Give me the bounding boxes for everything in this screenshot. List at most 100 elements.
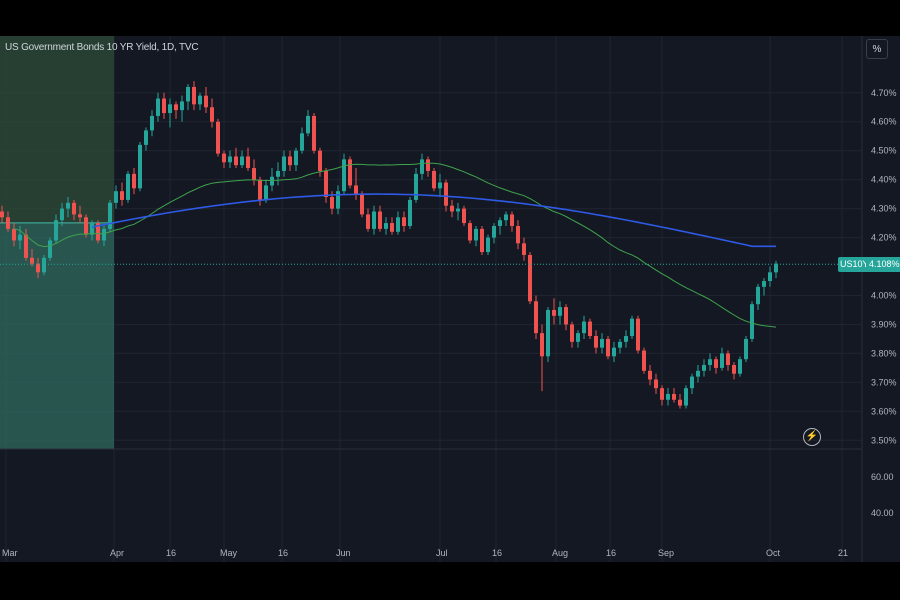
- candle-body: [390, 223, 394, 232]
- candle-body: [498, 220, 502, 226]
- candle-body: [546, 309, 550, 357]
- candle-body: [120, 191, 124, 200]
- candle-body: [438, 182, 442, 189]
- candle-body: [504, 214, 508, 221]
- candle-body: [156, 98, 160, 116]
- candle-body: [252, 168, 256, 180]
- candle-body: [36, 263, 40, 273]
- candle-body: [228, 156, 232, 163]
- x-tick-label: 16: [166, 548, 176, 558]
- candle-body: [366, 214, 370, 229]
- candle-body: [264, 185, 268, 200]
- candle-body: [654, 379, 658, 389]
- candle-body: [270, 176, 274, 186]
- candle-body: [162, 98, 166, 114]
- candle-body: [666, 393, 670, 400]
- candle-body: [384, 223, 388, 229]
- candle-body: [30, 257, 34, 264]
- candle-body: [282, 156, 286, 171]
- candle-body: [588, 321, 592, 337]
- candle-body: [708, 359, 712, 366]
- x-tick-label: 16: [278, 548, 288, 558]
- candle-body: [204, 95, 208, 108]
- candle-body: [336, 191, 340, 209]
- x-tick-label: 16: [606, 548, 616, 558]
- y-tick-label: 3.80%: [871, 348, 897, 358]
- candle-body: [756, 286, 760, 305]
- percent-scale-button[interactable]: %: [866, 39, 888, 59]
- candle-body: [210, 107, 214, 122]
- candle-body: [396, 217, 400, 232]
- candle-body: [24, 234, 28, 258]
- candle-body: [378, 211, 382, 229]
- candle-body: [198, 95, 202, 105]
- candle-body: [348, 159, 352, 186]
- candle-body: [288, 156, 292, 166]
- candle-body: [6, 217, 10, 229]
- x-tick-label: 16: [492, 548, 502, 558]
- candle-body: [126, 173, 130, 200]
- candle-body: [402, 217, 406, 226]
- candle-body: [540, 333, 544, 357]
- moving-average-long: [91, 193, 776, 248]
- y-tick-label: 3.70%: [871, 377, 897, 387]
- highlighted-range: [0, 223, 114, 449]
- candle-body: [420, 159, 424, 174]
- candle-body: [132, 173, 136, 189]
- candle-body: [372, 211, 376, 229]
- chart-title: US Government Bonds 10 YR Yield, 1D, TVC: [5, 42, 199, 53]
- y-tick-label: 4.30%: [871, 204, 897, 214]
- candle-body: [492, 225, 496, 238]
- candle-body: [624, 336, 628, 342]
- x-tick-label: Aug: [552, 548, 568, 558]
- candle-body: [444, 182, 448, 206]
- x-tick-label: Apr: [110, 548, 124, 558]
- candle-body: [522, 243, 526, 255]
- candle-body: [486, 237, 490, 253]
- candle-body: [762, 281, 766, 287]
- candle-body: [96, 223, 100, 241]
- candle-body: [774, 263, 778, 273]
- candle-body: [690, 376, 694, 389]
- candle-body: [516, 225, 520, 244]
- price-badge: 4.108%: [866, 257, 900, 272]
- candle-body: [510, 214, 514, 226]
- candle-body: [612, 347, 616, 357]
- candle-body: [534, 301, 538, 334]
- x-tick-label: Jun: [336, 548, 351, 558]
- bottom-bar: [0, 562, 900, 600]
- top-bar: [0, 0, 900, 36]
- candle-body: [606, 338, 610, 357]
- highlighted-range-upper: [0, 36, 114, 224]
- candle-body: [342, 159, 346, 192]
- candle-body: [720, 353, 724, 368]
- candle-body: [72, 202, 76, 215]
- candle-body: [558, 307, 562, 316]
- symbol-badge: US10Y: [838, 257, 871, 272]
- candle-body: [480, 228, 484, 253]
- candle-body: [102, 228, 106, 241]
- x-tick-label: Mar: [2, 548, 18, 558]
- y-tick-label: 4.00%: [871, 290, 897, 300]
- candle-body: [360, 194, 364, 215]
- candle-body: [186, 86, 190, 102]
- candle-body: [108, 202, 112, 229]
- candle-body: [84, 217, 88, 235]
- candle-body: [258, 179, 262, 200]
- candle-body: [414, 173, 418, 200]
- candle-body: [78, 214, 82, 218]
- candle-body: [222, 153, 226, 163]
- candle-body: [144, 130, 148, 145]
- candle-body: [294, 150, 298, 166]
- candle-body: [48, 240, 52, 258]
- y-tick-label: 4.20%: [871, 233, 897, 243]
- candle-body: [462, 208, 466, 224]
- candle-body: [456, 208, 460, 212]
- candle-body: [678, 399, 682, 406]
- x-tick-label: 21: [838, 548, 848, 558]
- lightning-icon[interactable]: ⚡: [803, 428, 821, 446]
- candle-body: [240, 156, 244, 166]
- candle-body: [180, 101, 184, 111]
- candle-body: [738, 359, 742, 374]
